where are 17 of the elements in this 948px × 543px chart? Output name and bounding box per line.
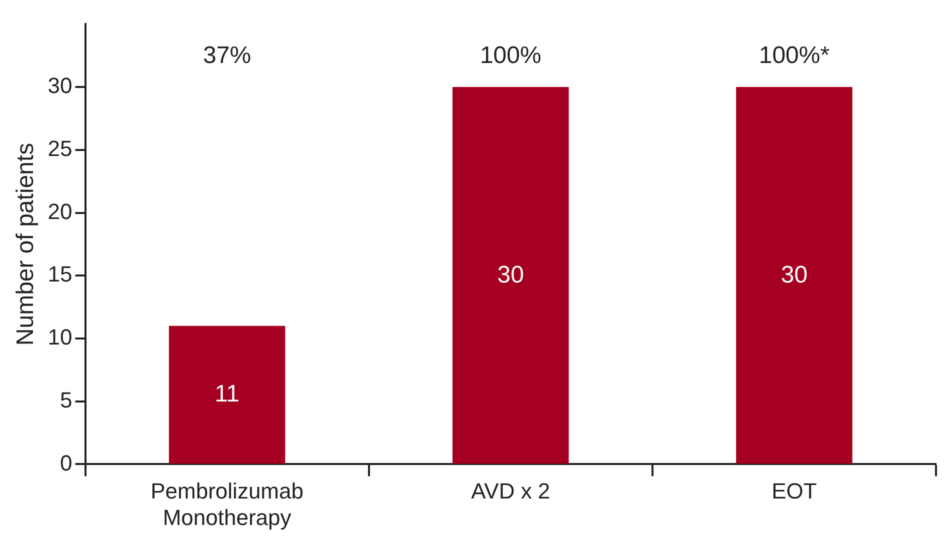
y-axis-title: Number of patients (12, 142, 40, 346)
y-tick-label: 15 (48, 262, 72, 287)
data-label: 30 (497, 261, 524, 288)
x-tick-label: EOT (772, 478, 817, 504)
y-tick-label: 20 (48, 198, 72, 224)
x-tick-label: Pembrolizumab Monotherapy (150, 478, 304, 530)
y-tick-label: 0 (60, 450, 72, 476)
x-tick-label: AVD x 2 (471, 478, 550, 504)
y-tick-label: 5 (60, 387, 72, 412)
data-label: 30 (780, 261, 808, 288)
annotation: 37% (203, 42, 252, 69)
annotation: 100% (480, 42, 542, 69)
annotation: 100%* (758, 42, 830, 69)
y-tick-label: 25 (48, 136, 72, 161)
y-tick-label: 10 (48, 324, 72, 350)
data-label: 11 (214, 380, 240, 408)
y-tick-label: 30 (48, 73, 72, 98)
